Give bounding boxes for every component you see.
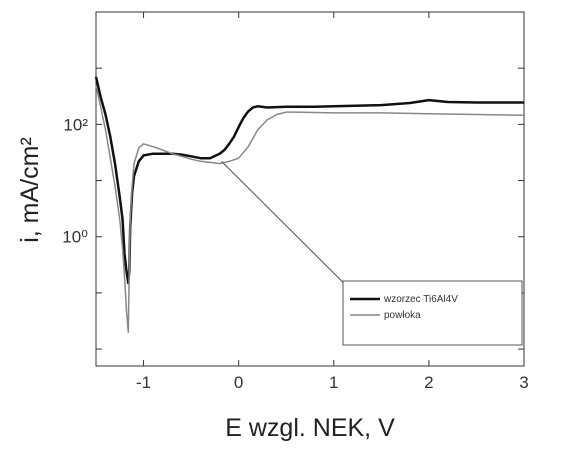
legend-box xyxy=(342,280,523,346)
legend-label-wzorzec: wzorzec Ti6Al4V xyxy=(383,294,458,305)
series-line-2 xyxy=(221,160,363,303)
x-tick-label: -1 xyxy=(136,373,151,392)
series-group xyxy=(94,76,525,333)
legend: wzorzec Ti6Al4V powłoka xyxy=(342,280,523,346)
series-line-0 xyxy=(94,76,524,285)
y-axis-label: i, mA/cm² xyxy=(16,137,44,243)
ticks: -1 0 1 2 3 10⁰ 10² xyxy=(62,11,529,392)
x-axis-label: E wzgl. NEK, V xyxy=(225,414,395,442)
x-tick-label: 0 xyxy=(234,373,243,392)
legend-label-powloka: powłoka xyxy=(384,310,421,321)
y-tick-label: 10⁰ xyxy=(62,228,88,247)
series-line-1 xyxy=(95,84,525,333)
x-tick-label: 3 xyxy=(519,373,528,392)
x-tick-label: 2 xyxy=(424,373,433,392)
y-tick-label: 10² xyxy=(63,115,88,134)
x-tick-label: 1 xyxy=(329,373,338,392)
